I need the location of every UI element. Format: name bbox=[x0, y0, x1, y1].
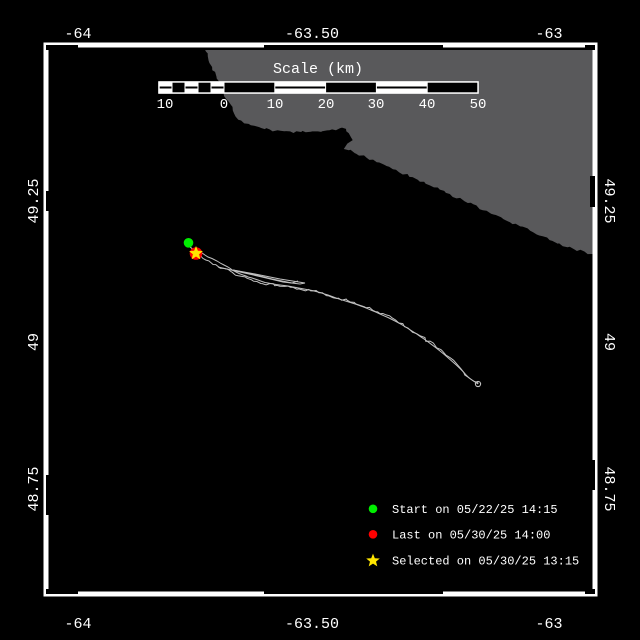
svg-text:40: 40 bbox=[419, 97, 436, 113]
svg-text:-63: -63 bbox=[535, 616, 562, 633]
svg-text:49.25: 49.25 bbox=[26, 178, 43, 223]
svg-text:48.75: 48.75 bbox=[600, 466, 617, 511]
svg-text:49.25: 49.25 bbox=[600, 178, 617, 223]
svg-text:Last on 05/30/25 14:00: Last on 05/30/25 14:00 bbox=[392, 528, 550, 542]
svg-text:20: 20 bbox=[318, 97, 335, 113]
svg-text:-63: -63 bbox=[535, 26, 562, 43]
svg-text:Scale (km): Scale (km) bbox=[273, 61, 363, 78]
svg-text:-64: -64 bbox=[64, 26, 91, 43]
svg-text:30: 30 bbox=[368, 97, 385, 113]
svg-text:0: 0 bbox=[220, 97, 228, 113]
svg-text:Selected on 05/30/25 13:15: Selected on 05/30/25 13:15 bbox=[392, 554, 579, 568]
svg-text:10: 10 bbox=[267, 97, 284, 113]
svg-text:50: 50 bbox=[470, 97, 487, 113]
svg-text:-63.50: -63.50 bbox=[285, 26, 339, 43]
svg-text:-64: -64 bbox=[64, 616, 91, 633]
svg-text:Start on 05/22/25 14:15: Start on 05/22/25 14:15 bbox=[392, 503, 558, 517]
svg-text:-63.50: -63.50 bbox=[285, 616, 339, 633]
svg-text:49: 49 bbox=[600, 333, 617, 351]
svg-text:10: 10 bbox=[157, 97, 174, 113]
svg-text:48.75: 48.75 bbox=[26, 466, 43, 511]
svg-text:49: 49 bbox=[26, 333, 43, 351]
